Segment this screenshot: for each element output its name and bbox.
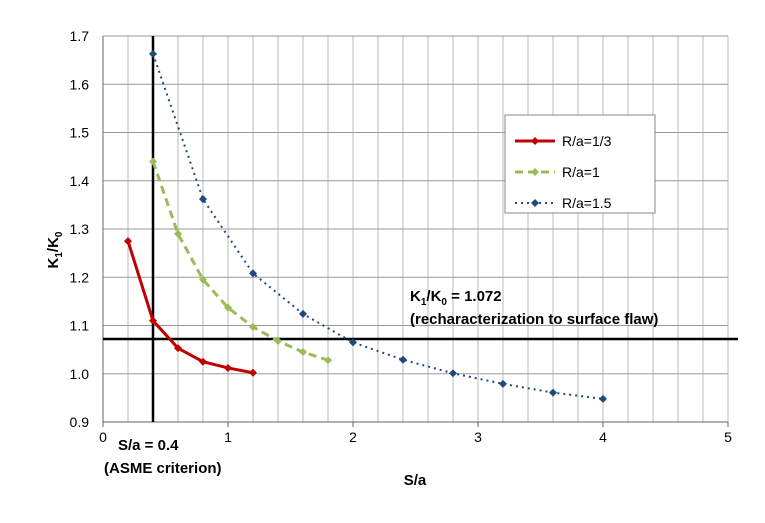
data-point [499, 379, 507, 388]
data-point [174, 229, 182, 238]
vline-label: S/a = 0.4 [118, 437, 179, 454]
y-tick-label: 0.9 [70, 414, 90, 430]
y-axis-label: K1/K0 [45, 231, 65, 268]
legend-swatch-marker [531, 199, 539, 207]
y-tick-label: 1.4 [70, 173, 90, 189]
legend-label: R/a=1/3 [562, 133, 612, 149]
legend: R/a=1/3 R/a=1 R/a=1.5 [504, 114, 656, 214]
data-point [449, 369, 457, 378]
vline-note: (ASME criterion) [104, 460, 222, 477]
data-point [249, 322, 257, 331]
series [124, 49, 607, 403]
x-tick-label: 3 [474, 429, 482, 445]
hline-annotation: K1/K0 = 1.072 [410, 288, 502, 308]
x-axis-label: S/a [404, 472, 427, 489]
x-tick-label: 5 [724, 429, 732, 445]
y-tick-label: 1.6 [70, 76, 90, 92]
data-point [324, 356, 332, 365]
data-point [149, 157, 157, 166]
data-point [149, 49, 157, 58]
data-point [124, 237, 132, 246]
data-point [174, 344, 182, 353]
data-point [249, 368, 257, 377]
y-tick-label: 1.2 [70, 269, 90, 285]
hline-note: (recharacterization to surface flaw) [410, 311, 658, 328]
y-tick-label: 1.0 [70, 366, 90, 382]
data-point [199, 357, 207, 366]
data-point [149, 316, 157, 325]
y-tick-label: 1.3 [70, 221, 90, 237]
data-point [199, 195, 207, 204]
y-tick-label: 1.1 [70, 318, 90, 334]
data-point [299, 348, 307, 357]
legend-swatch-marker [531, 137, 539, 145]
data-point [224, 303, 232, 312]
legend-swatch-marker [531, 168, 539, 176]
x-tick-label: 4 [599, 429, 607, 445]
series-line-2 [152, 53, 604, 400]
series-line-1 [151, 160, 329, 362]
x-tick-label: 1 [224, 429, 232, 445]
y-tick-label: 1.7 [70, 28, 90, 44]
data-point [224, 363, 232, 372]
data-point [199, 275, 207, 284]
data-point [349, 338, 357, 347]
data-point [399, 355, 407, 364]
x-tick-label: 0 [99, 429, 107, 445]
x-tick-label: 2 [349, 429, 357, 445]
grid [102, 35, 729, 423]
series-line-0 [126, 240, 254, 375]
legend-label: R/a=1 [562, 164, 600, 180]
data-point [299, 309, 307, 318]
data-point [249, 269, 257, 278]
data-point [274, 336, 282, 345]
y-tick-label: 1.5 [70, 125, 90, 141]
data-point [599, 394, 607, 403]
axes: 0.9 1.0 1.1 1.2 1.3 1.4 1.5 1.6 1.7 0 1 2 3 4 5 [70, 28, 738, 445]
data-point [549, 388, 557, 397]
legend-label: R/a=1.5 [562, 195, 612, 211]
